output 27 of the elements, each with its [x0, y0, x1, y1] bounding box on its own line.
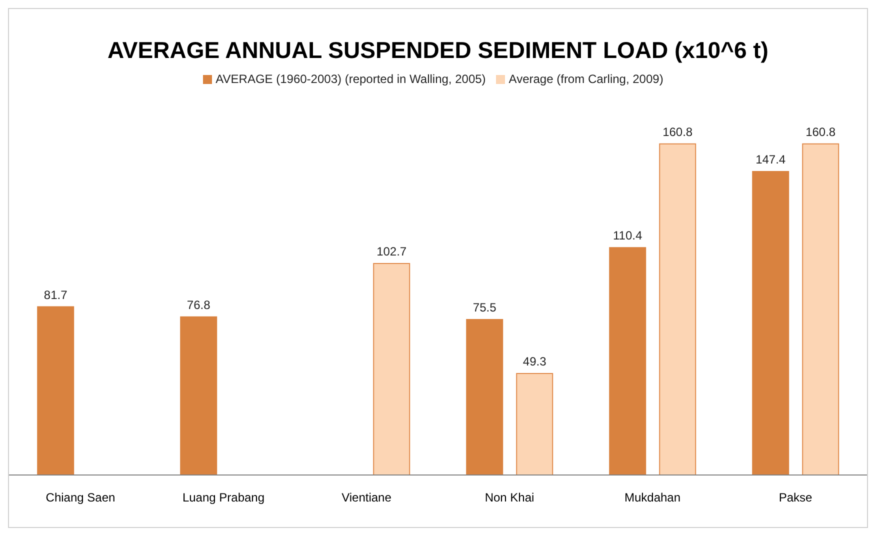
- bar: [802, 143, 840, 476]
- data-label: 75.5: [472, 300, 497, 315]
- legend-label: AVERAGE (1960-2003) (reported in Walling, 2005): [216, 72, 486, 86]
- data-label: 76.8: [186, 298, 211, 312]
- x-tick-label: Luang Prabang: [182, 490, 265, 505]
- data-label: 160.8: [806, 124, 836, 139]
- legend-label: Average (from Carling, 2009): [508, 72, 664, 86]
- bar: [609, 247, 646, 476]
- x-tick-label: Non Khai: [484, 490, 534, 505]
- x-tick-label: Mukdahan: [624, 490, 681, 505]
- bar: [180, 316, 218, 476]
- chart-title: AVERAGE ANNUAL SUSPENDED SEDIMENT LOAD (x10^6 t): [106, 36, 770, 64]
- data-label: 147.4: [756, 152, 786, 166]
- data-label: 49.3: [522, 354, 547, 368]
- bar: [373, 263, 410, 476]
- x-tick-label: Pakse: [778, 490, 812, 505]
- x-tick-label: Vientiane: [342, 490, 392, 505]
- data-label: 160.8: [662, 124, 693, 139]
- bar: [752, 170, 790, 476]
- data-label: 102.7: [376, 244, 407, 259]
- data-label: 81.7: [44, 288, 68, 302]
- bar: [466, 319, 504, 476]
- bar: [659, 143, 696, 476]
- data-label: 110.4: [613, 228, 642, 243]
- x-tick-label: Chiang Saen: [46, 490, 116, 505]
- bar: [37, 306, 74, 476]
- bar: [516, 372, 554, 476]
